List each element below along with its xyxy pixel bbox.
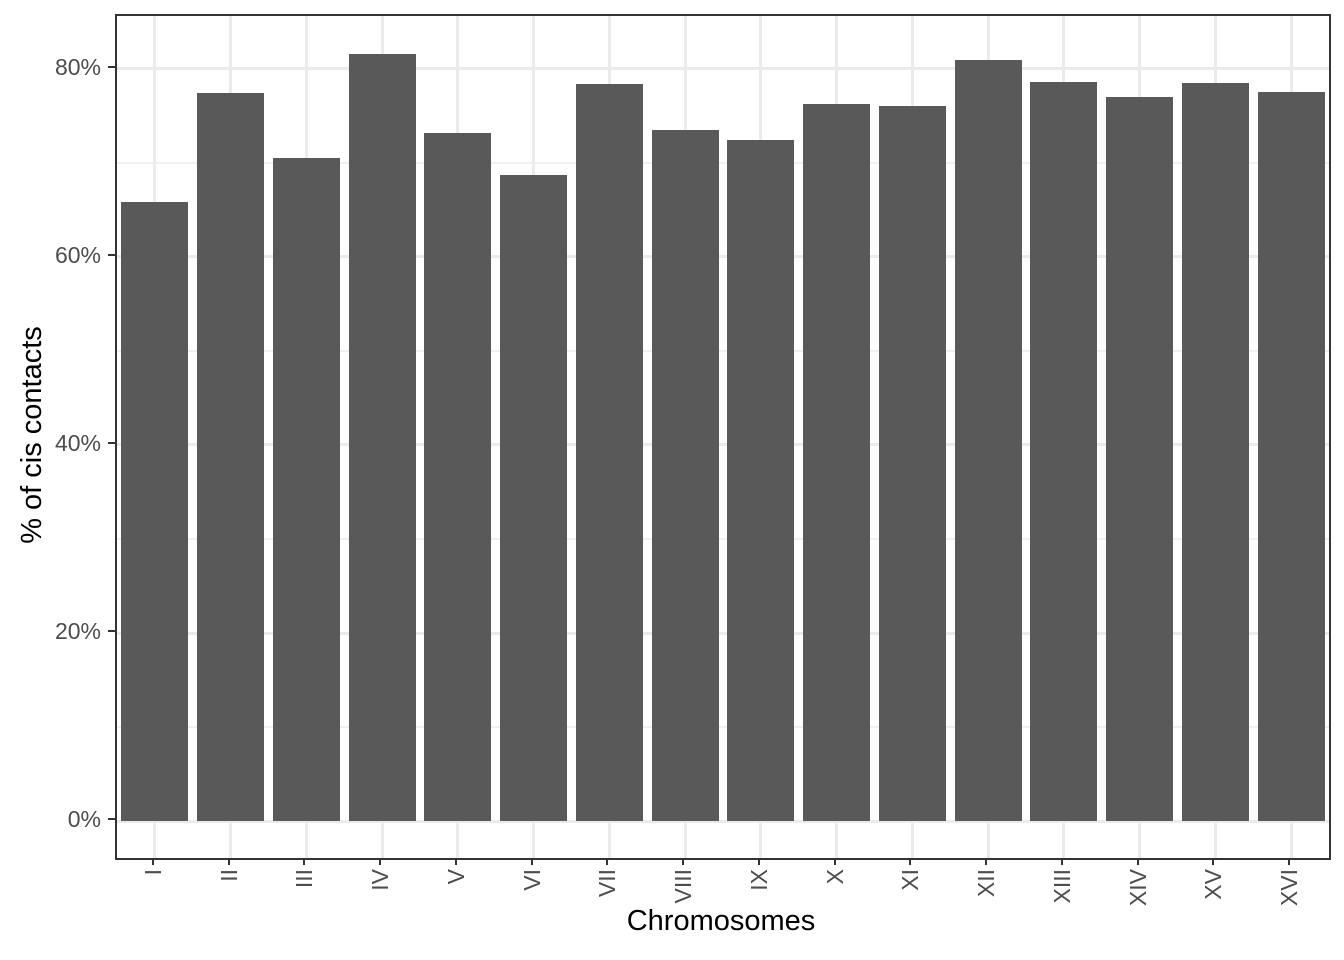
gridline-minor-y <box>117 726 1329 729</box>
x-axis-title: Chromosomes <box>626 905 816 937</box>
x-tick-label-XI: XI <box>897 869 924 891</box>
x-tick-mark <box>1136 858 1139 865</box>
x-tick-label-XVI: XVI <box>1276 869 1303 907</box>
x-tick-mark <box>151 858 154 865</box>
x-tick-mark <box>454 858 457 865</box>
x-tick-label-V: V <box>442 869 469 885</box>
bar-VII <box>575 83 643 822</box>
x-tick-mark <box>606 858 609 865</box>
x-tick-label-III: III <box>291 869 318 889</box>
x-tick-label-XIII: XIII <box>1048 869 1075 904</box>
x-tick-mark <box>757 858 760 865</box>
gridline-major-y <box>117 67 1329 71</box>
bar-II <box>197 93 265 822</box>
x-tick-mark <box>303 858 306 865</box>
x-tick-mark <box>1060 858 1063 865</box>
x-tick-label-II: II <box>215 869 242 882</box>
x-tick-mark <box>1288 858 1291 865</box>
x-tick-label-VII: VII <box>594 869 621 898</box>
gridline-major-y <box>117 631 1329 635</box>
x-tick-label-IX: IX <box>745 869 772 891</box>
x-tick-mark <box>1212 858 1215 865</box>
bar-I <box>121 202 189 822</box>
x-tick-label-IV: IV <box>367 869 394 891</box>
gridline-minor-y <box>117 161 1329 164</box>
bar-V <box>424 132 492 822</box>
x-tick-label-XV: XV <box>1200 869 1227 900</box>
x-tick-label-X: X <box>821 869 848 885</box>
x-tick-mark <box>909 858 912 865</box>
x-tick-mark <box>833 858 836 865</box>
bar-XVI <box>1257 92 1325 822</box>
bar-XI <box>878 106 946 822</box>
bar-VIII <box>651 129 719 822</box>
bar-IV <box>348 53 416 822</box>
x-tick-label-VIII: VIII <box>670 869 697 904</box>
bar-XIII <box>1030 81 1098 822</box>
y-tick-mark <box>108 65 115 68</box>
x-tick-label-VI: VI <box>518 869 545 891</box>
y-tick-label: 40% <box>54 429 101 456</box>
bar-X <box>803 104 871 822</box>
y-tick-mark <box>108 441 115 444</box>
gridline-major-y <box>117 819 1329 823</box>
y-tick-label: 20% <box>54 618 101 645</box>
bar-XIV <box>1106 96 1174 822</box>
bar-XII <box>954 60 1022 822</box>
y-tick-label: 80% <box>54 53 101 80</box>
gridline-major-y <box>117 255 1329 259</box>
bar-III <box>272 158 340 822</box>
bar-XV <box>1181 82 1249 822</box>
y-tick-mark <box>108 253 115 256</box>
gridline-minor-y <box>117 349 1329 352</box>
y-tick-mark <box>108 630 115 633</box>
x-tick-mark <box>379 858 382 865</box>
x-tick-label-I: I <box>139 869 166 876</box>
y-tick-mark <box>108 818 115 821</box>
x-tick-mark <box>985 858 988 865</box>
x-tick-label-XII: XII <box>973 869 1000 898</box>
y-tick-label: 60% <box>54 241 101 268</box>
x-tick-mark <box>682 858 685 865</box>
x-tick-label-XIV: XIV <box>1124 869 1151 907</box>
x-tick-mark <box>530 858 533 865</box>
bar-IX <box>727 140 795 822</box>
plot-panel <box>115 14 1331 860</box>
gridline-major-y <box>117 443 1329 447</box>
y-axis-title: % of cis contacts <box>16 326 48 544</box>
y-tick-label: 0% <box>67 806 101 833</box>
x-tick-mark <box>227 858 230 865</box>
bar-VI <box>500 174 568 822</box>
gridline-minor-y <box>117 538 1329 541</box>
